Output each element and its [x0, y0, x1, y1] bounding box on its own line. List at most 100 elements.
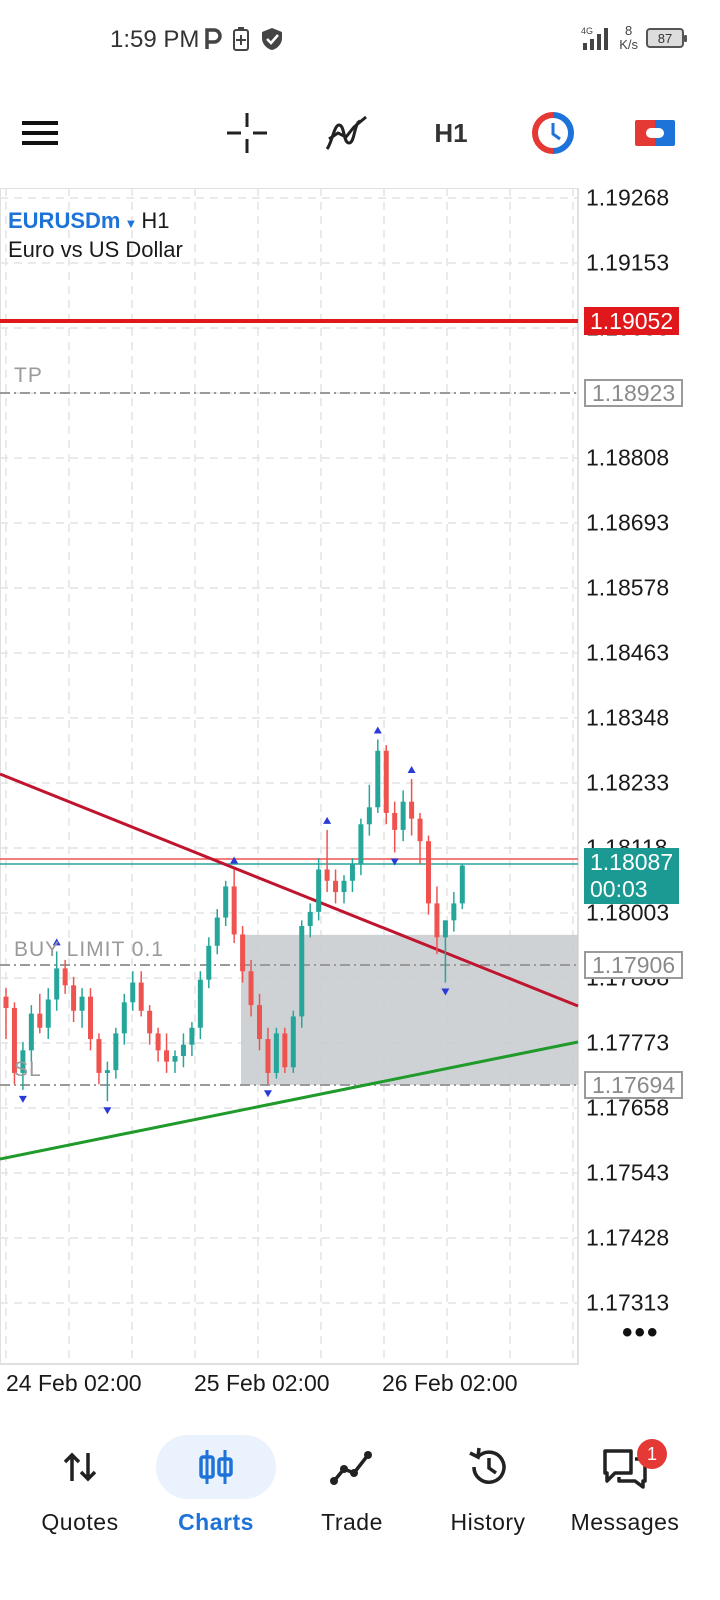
signal-icon: 4G: [581, 26, 609, 50]
candle-body: [189, 1027, 195, 1045]
fractal-up-marker: [323, 816, 332, 824]
fractal-up-marker: [52, 938, 61, 946]
net-speed-value: 8: [624, 23, 633, 38]
candle-body: [3, 996, 9, 1008]
red-line-price-tag: 1.19052: [584, 307, 680, 335]
candle-body: [11, 1007, 17, 1073]
clock-button[interactable]: [528, 108, 578, 158]
chart-toolbar: H1: [0, 100, 720, 166]
price-chart[interactable]: [0, 188, 720, 1368]
price-axis-label: 1.18348: [586, 704, 670, 731]
sl-price-tag: 1.17694: [584, 1071, 684, 1099]
candle-body: [426, 841, 431, 904]
price-axis-label: 1.17773: [586, 1029, 670, 1056]
nav-label: Trade: [321, 1509, 383, 1535]
nav-label: Charts: [178, 1509, 254, 1535]
descending-trendline: [0, 772, 579, 1008]
trade-toggle-icon: [635, 120, 675, 146]
candle-body: [172, 1056, 178, 1062]
candle-body: [37, 1013, 43, 1028]
nav-quotes[interactable]: Quotes: [10, 1425, 150, 1555]
price-axis-label: 1.19268: [586, 184, 670, 211]
tp-price-tag: 1.18923: [584, 379, 684, 407]
candle-body: [307, 911, 313, 926]
nav-trade[interactable]: Trade: [282, 1425, 422, 1555]
crosshair-button[interactable]: [222, 108, 272, 158]
battery-icon: 87: [646, 28, 687, 48]
status-time: 1:59 PM: [110, 26, 200, 53]
menu-button[interactable]: [18, 108, 62, 158]
nav-label: Messages: [570, 1509, 680, 1535]
fractal-up-marker: [230, 856, 239, 864]
symbol-name[interactable]: EURUSDm: [8, 208, 121, 233]
candle-body: [104, 1070, 110, 1073]
crosshair-icon: [227, 113, 267, 153]
nav-icon-wrap: [428, 1435, 548, 1499]
symbol-header[interactable]: EURUSDm ▼ H1: [8, 208, 169, 234]
price-axis-label: 1.17543: [586, 1159, 670, 1186]
shaded-zone-rectangle: [241, 934, 578, 1085]
candle-body: [333, 880, 339, 893]
one-click-trading-button[interactable]: [630, 108, 680, 158]
timeframe-button[interactable]: H1: [434, 117, 468, 148]
menu-icon: [22, 121, 58, 145]
candle-body: [257, 1005, 262, 1040]
candle-body: [180, 1044, 186, 1056]
fractal-down-marker: [441, 988, 450, 996]
candle-body: [214, 917, 220, 946]
nav-label: History: [450, 1509, 526, 1535]
candle-body: [147, 1010, 153, 1034]
buy-limit-line-label: BUY LIMIT 0.1: [14, 938, 164, 961]
tp-line-label: TP: [14, 364, 43, 387]
price-axis-label: 1.17313: [586, 1289, 670, 1316]
fractal-down-marker: [390, 858, 399, 866]
candle-body: [240, 934, 246, 972]
date-label: 25 Feb 02:00: [194, 1370, 330, 1396]
network-type: 4G: [581, 26, 593, 36]
candle-body: [434, 903, 440, 938]
candle-body: [392, 812, 398, 830]
charts-icon: [199, 1450, 233, 1484]
candle-body: [349, 863, 355, 881]
shield-icon: [262, 28, 282, 50]
date-label: 24 Feb 02:00: [6, 1370, 142, 1396]
battery-level: 87: [657, 30, 673, 46]
candle-body: [265, 1039, 271, 1073]
candle-body: [341, 880, 347, 893]
candle-body: [358, 824, 364, 864]
nav-messages[interactable]: 1 Messages: [555, 1425, 695, 1555]
bid-price: 1.18087: [590, 849, 674, 875]
price-axis-label: 1.18578: [586, 574, 670, 601]
nav-history[interactable]: History: [418, 1425, 558, 1555]
ascending-trendline: [0, 1040, 579, 1161]
fractal-up-marker: [407, 766, 416, 774]
nav-icon-wrap: [20, 1435, 140, 1499]
candle-body: [223, 886, 229, 918]
fractal-down-marker: [18, 1095, 27, 1103]
candle-body: [459, 865, 465, 904]
chart-area[interactable]: EURUSDm ▼ H1 Euro vs US Dollar 1.19268 1.19…: [0, 184, 720, 1396]
candle-body: [409, 801, 415, 819]
indicators-button[interactable]: [322, 108, 372, 158]
buy-limit-price-tag: 1.17906: [584, 951, 684, 979]
candle-body: [130, 982, 136, 1003]
candle-body: [282, 1033, 288, 1068]
symbol-timeframe: H1: [141, 208, 170, 233]
nav-charts[interactable]: Charts: [146, 1425, 286, 1555]
candle-body: [273, 1033, 279, 1073]
symbol-caret-icon[interactable]: ▼: [124, 216, 138, 231]
price-axis-label: 1.18693: [586, 509, 670, 536]
time-axis: 24 Feb 02:00 25 Feb 02:00 26 Feb 02:00: [0, 1366, 580, 1406]
candle-body: [231, 886, 237, 935]
price-axis-label: 1.17428: [586, 1224, 670, 1251]
nav-icon-wrap: [156, 1435, 276, 1499]
nav-label: Quotes: [41, 1509, 119, 1535]
more-options-icon[interactable]: •••: [622, 1316, 660, 1349]
candle-body: [155, 1033, 161, 1051]
candle-body: [79, 996, 85, 1011]
bottom-navigation: Quotes Charts Trade History 1 Messages: [0, 1425, 720, 1565]
candle-body: [383, 750, 389, 813]
symbol-description: Euro vs US Dollar: [8, 237, 183, 262]
fractal-down-marker: [103, 1107, 112, 1115]
candle-body: [164, 1050, 170, 1062]
